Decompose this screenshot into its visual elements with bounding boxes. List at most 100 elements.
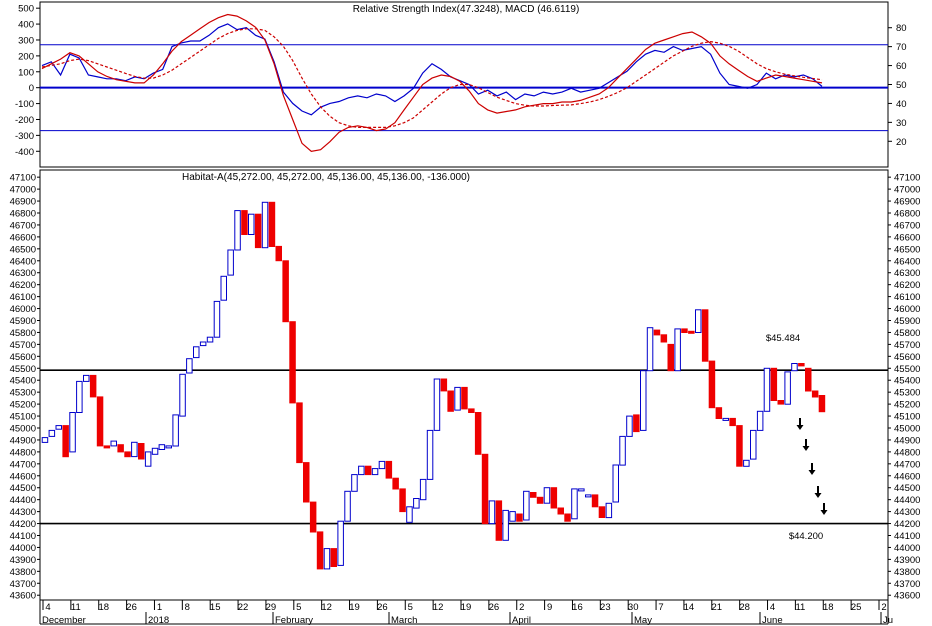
indicator-series-line-1 [41, 13, 823, 152]
candle-up [743, 459, 750, 467]
candle-down [729, 417, 736, 427]
candle-up [619, 435, 626, 466]
candle-up [227, 249, 234, 276]
x-day-tick-label: 25 [851, 602, 862, 613]
candle-down [282, 260, 289, 323]
price-right-tick-label: 45500 [894, 364, 920, 375]
candle-up [323, 548, 331, 570]
price-left-tick-label: 47000 [10, 185, 36, 196]
x-day-tick-label: 9 [547, 602, 552, 613]
right-axis-tick-label: 50 [896, 80, 907, 91]
left-axis-tick-label: 100 [18, 67, 34, 78]
x-day-tick-label: 4 [45, 602, 50, 613]
candle-down [254, 213, 262, 249]
x-day-tick-label: 15 [210, 602, 221, 613]
candle-up [543, 487, 551, 504]
candle-down [440, 378, 448, 392]
price-right-tick-label: 44700 [894, 459, 920, 470]
candle-down [495, 500, 503, 541]
x-day-tick-label: 26 [377, 602, 388, 613]
candle-up [578, 488, 585, 492]
x-month-label: April [512, 615, 531, 626]
price-left-tick-label: 43600 [10, 591, 36, 602]
price-left-tick-label: 46400 [10, 256, 36, 267]
left-axis-tick-label: -100 [15, 99, 34, 110]
candle-up [433, 378, 441, 431]
candle-up [144, 451, 152, 467]
indicator-title: Relative Strength Index(47.3248), MACD (… [353, 4, 580, 15]
price-right-tick-label: 46200 [894, 280, 920, 291]
x-month-label: Ju [883, 615, 893, 626]
right-axis-tick-label: 80 [896, 23, 907, 34]
candle-up [612, 464, 619, 503]
price-right-tick-label: 46100 [894, 292, 920, 303]
candle-up [502, 509, 509, 541]
price-right-tick-label: 45400 [894, 376, 920, 387]
price-left-tick-label: 45000 [10, 424, 36, 435]
x-day-tick-label: 8 [185, 602, 190, 613]
candle-down [309, 501, 317, 533]
candle-down [447, 390, 454, 412]
price-right-tick-label: 45700 [894, 340, 920, 351]
chart-frame [39, 1, 889, 625]
candle-up [234, 210, 241, 251]
candle-up [488, 500, 496, 525]
x-day-tick-label: 14 [684, 602, 695, 613]
price-left-tick-label: 47100 [10, 173, 36, 184]
candle-down [138, 443, 145, 460]
price-right-tick-label: 47100 [894, 173, 920, 184]
price-left-tick-label: 44500 [10, 483, 36, 494]
candle-up [426, 429, 434, 480]
price-left-tick-label: 45300 [10, 388, 36, 399]
price-right-tick-label: 46500 [894, 244, 920, 255]
candle-down [530, 492, 537, 498]
x-month-label: December [42, 615, 86, 626]
price-left-tick-label: 44100 [10, 531, 36, 542]
candle-down [550, 487, 558, 509]
price-left-tick-label: 46800 [10, 209, 36, 220]
candle-down [564, 513, 571, 522]
price-left-tick-label: 46900 [10, 197, 36, 208]
candle-down [474, 412, 482, 455]
x-day-tick-label: 5 [408, 602, 413, 613]
candle-down [117, 444, 124, 453]
x-day-tick-label: 18 [823, 602, 834, 613]
right-axis-tick-label: 40 [896, 99, 907, 110]
candle-up [213, 300, 221, 338]
candle-up [454, 386, 461, 411]
candle-down [591, 494, 599, 508]
price-left-tick-label: 45700 [10, 340, 36, 351]
price-left-tick-label: 46000 [10, 304, 36, 315]
price-right-tick-label: 45900 [894, 316, 920, 327]
price-right-tick-label: 44200 [894, 519, 920, 530]
x-month-label: March [391, 615, 417, 626]
price-right-tick-label: 46700 [894, 220, 920, 231]
candle-up [695, 309, 702, 333]
candle-down [805, 367, 812, 392]
candle-up [413, 498, 420, 509]
candle-up [419, 478, 427, 501]
price-right-tick-label: 45600 [894, 352, 920, 363]
left-axis-tick-label: 500 [18, 4, 34, 15]
right-axis-tick-label: 60 [896, 61, 907, 72]
x-day-tick-label: 19 [349, 602, 360, 613]
price-left-tick-label: 46200 [10, 280, 36, 291]
candle-up [179, 373, 186, 417]
candle-up [756, 410, 764, 431]
x-day-tick-label: 23 [600, 602, 611, 613]
price-right-tick-label: 46300 [894, 268, 920, 279]
candle-down [818, 395, 826, 413]
down-arrow-head-4 [820, 510, 828, 515]
candle-down [667, 343, 674, 372]
down-arrow-head-2 [808, 470, 816, 475]
price-left-tick-label: 44700 [10, 459, 36, 470]
right-axis-tick-label: 20 [896, 137, 907, 148]
candle-down [633, 414, 640, 433]
candle-up [41, 437, 49, 443]
price-right-tick-label: 44900 [894, 435, 920, 446]
price-right-tick-label: 45200 [894, 400, 920, 411]
candle-down [275, 245, 282, 262]
x-day-tick-label: 18 [98, 602, 109, 613]
candle-down [296, 402, 303, 464]
